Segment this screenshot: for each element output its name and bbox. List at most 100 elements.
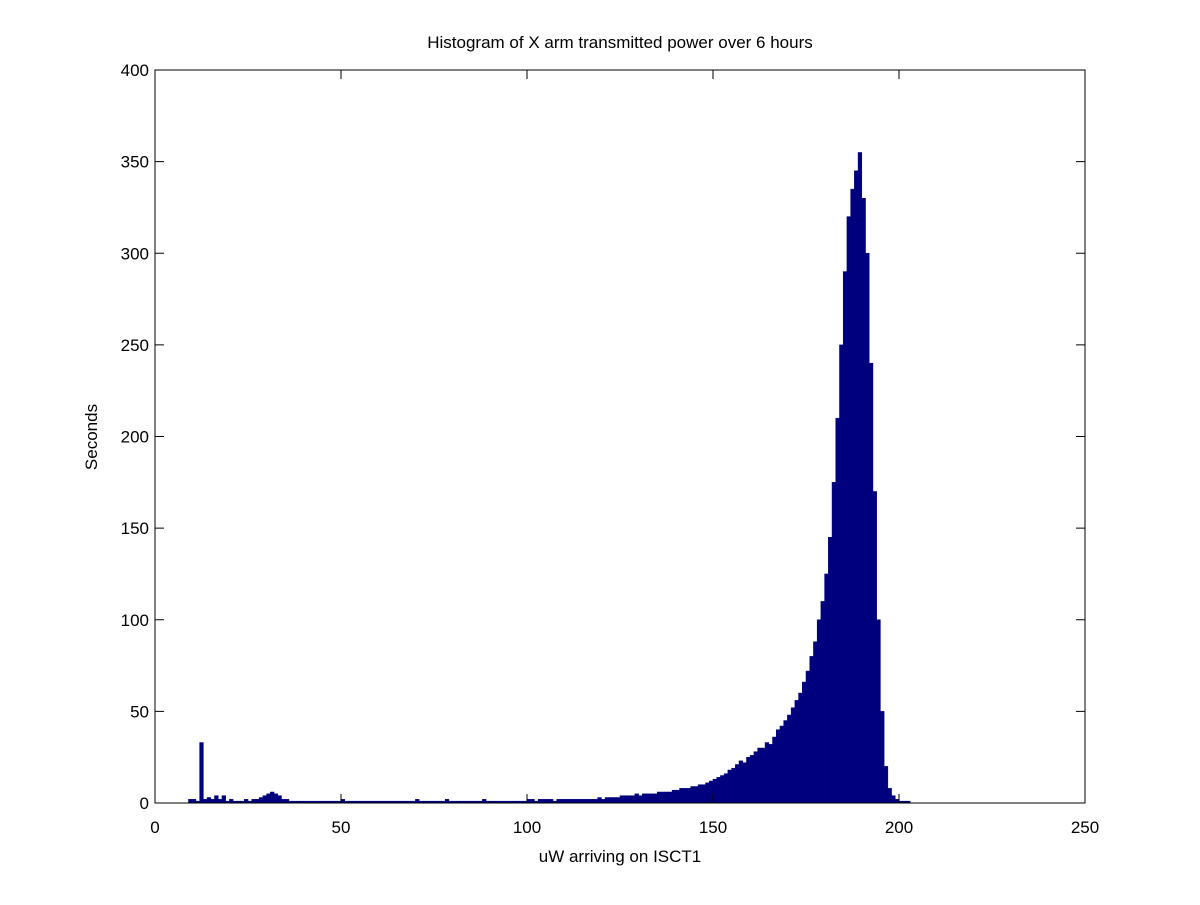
bar (712, 778, 717, 804)
y-tick-label: 350 (121, 153, 149, 172)
bar (779, 725, 784, 804)
bar (816, 619, 822, 804)
bar (809, 656, 814, 804)
bar (891, 795, 896, 804)
y-tick-label: 250 (121, 336, 149, 355)
x-tick-label: 150 (699, 818, 727, 837)
bar (835, 417, 840, 804)
bar (537, 799, 543, 804)
bar (861, 198, 866, 804)
bar (645, 793, 651, 804)
bar (846, 216, 851, 804)
bar (630, 795, 636, 804)
bar (273, 793, 279, 804)
bar (210, 799, 215, 804)
bar (203, 799, 208, 804)
bar (895, 799, 900, 804)
chart-title: Histogram of X arm transmitted power ove… (427, 33, 812, 52)
bar (753, 751, 758, 804)
bar (244, 799, 249, 804)
bar (656, 791, 662, 804)
bar (746, 756, 751, 804)
y-tick-label: 200 (121, 428, 149, 447)
y-tick-label: 50 (130, 702, 149, 721)
bar (634, 793, 639, 804)
bar (842, 271, 848, 804)
bar (597, 797, 602, 804)
bar (735, 764, 740, 804)
bar (790, 707, 796, 804)
y-tick-label: 300 (121, 244, 149, 263)
bar (820, 601, 825, 804)
bar (214, 795, 219, 804)
bar (872, 491, 877, 804)
bar (805, 670, 810, 804)
x-tick-label: 100 (513, 818, 541, 837)
bar (839, 344, 844, 804)
bar (556, 799, 561, 804)
bar (206, 797, 212, 804)
bar (415, 799, 420, 804)
bar (731, 767, 736, 804)
bar (284, 799, 290, 804)
bar (563, 799, 569, 804)
bar (764, 742, 770, 804)
bar (813, 641, 818, 804)
bar (883, 766, 889, 804)
bar (582, 799, 587, 804)
bar (217, 799, 223, 804)
bar (482, 799, 487, 804)
bar (340, 799, 345, 804)
bar (660, 791, 665, 804)
y-tick-label: 100 (121, 611, 149, 630)
bar (876, 619, 881, 804)
bar (638, 795, 643, 804)
bar (716, 777, 721, 804)
bar (642, 793, 647, 804)
bar (787, 714, 792, 804)
bar (720, 775, 725, 804)
bar (675, 789, 680, 804)
bar (251, 799, 256, 804)
x-tick-label: 250 (1071, 818, 1099, 837)
bar (690, 786, 695, 804)
bar (668, 791, 673, 804)
bar (868, 362, 874, 804)
bar (560, 799, 565, 804)
bar (831, 482, 837, 804)
bar (686, 788, 691, 804)
bar (612, 797, 617, 804)
bar (794, 700, 799, 804)
bar (772, 736, 777, 804)
bar (221, 795, 226, 804)
bar (709, 780, 714, 804)
bar (880, 711, 885, 804)
bar (608, 797, 613, 804)
bar (270, 791, 275, 804)
x-tick-label: 0 (150, 818, 159, 837)
bar (697, 784, 703, 804)
y-axis-label: Seconds (82, 404, 101, 470)
x-axis-label: uW arriving on ISCT1 (539, 847, 702, 866)
bar (850, 188, 855, 804)
bar (887, 788, 892, 804)
bar (571, 799, 576, 804)
bar (623, 795, 628, 804)
bar (705, 782, 710, 804)
bar (738, 760, 744, 804)
bar (262, 795, 267, 804)
bar (749, 755, 755, 804)
bar (229, 799, 234, 804)
bar (757, 747, 762, 804)
bar (541, 799, 546, 804)
bar (701, 784, 706, 804)
bar (266, 793, 271, 804)
bar (601, 799, 606, 804)
bar (682, 788, 688, 804)
bar (694, 786, 699, 804)
bar (199, 742, 204, 804)
bar (768, 744, 773, 804)
bar (679, 788, 684, 804)
